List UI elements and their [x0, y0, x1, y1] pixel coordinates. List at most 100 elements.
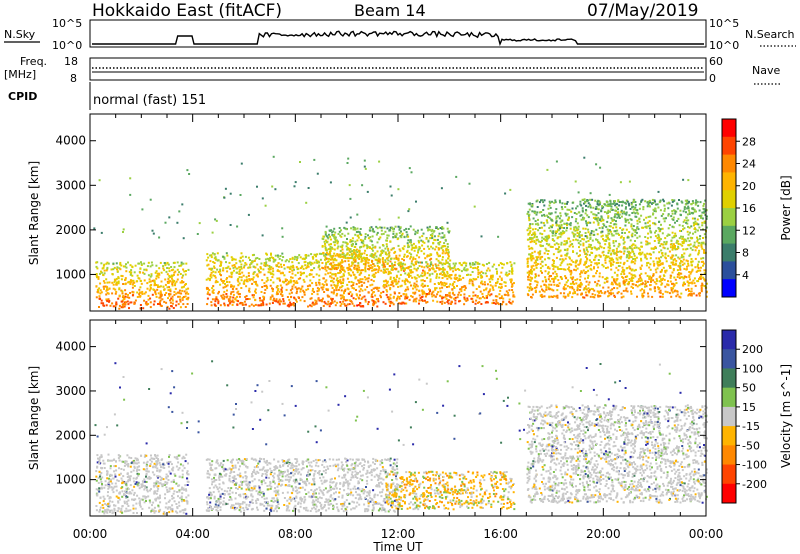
data-cell	[688, 274, 691, 277]
data-cell	[415, 260, 418, 263]
data-cell	[378, 267, 381, 270]
data-cell	[582, 269, 585, 272]
data-cell	[604, 257, 607, 260]
data-cell	[673, 246, 676, 249]
data-cell	[613, 215, 616, 218]
data-cell	[663, 241, 666, 244]
data-cell	[536, 238, 539, 241]
data-cell	[563, 227, 566, 229]
data-cell	[580, 218, 583, 221]
data-cell	[412, 228, 415, 231]
data-cell	[673, 276, 676, 279]
data-cell	[356, 227, 359, 230]
data-cell	[440, 295, 443, 298]
data-cell	[674, 263, 677, 266]
data-cell	[229, 295, 232, 298]
data-cell	[498, 286, 500, 289]
data-cell	[333, 267, 336, 270]
data-cell	[672, 216, 675, 219]
data-cell	[136, 468, 139, 471]
data-cell	[154, 293, 157, 296]
nsky-label: N.Sky	[4, 28, 36, 41]
data-cell	[577, 211, 580, 214]
data-cell	[284, 260, 287, 263]
data-cell	[330, 263, 333, 266]
data-cell	[441, 277, 444, 279]
data-cell	[237, 280, 240, 283]
data-cell	[563, 222, 566, 225]
data-cell	[344, 260, 347, 263]
data-cell	[571, 231, 574, 234]
data-cell	[475, 299, 478, 302]
data-cell	[491, 285, 494, 288]
data-cell	[129, 292, 132, 294]
data-cell	[289, 268, 292, 271]
data-cell	[533, 261, 536, 264]
data-cell	[687, 282, 690, 285]
data-cell	[128, 307, 130, 310]
data-cell	[398, 254, 401, 257]
data-cell	[393, 280, 396, 283]
data-cell	[616, 287, 619, 290]
data-cell	[552, 230, 555, 233]
data-cell	[272, 281, 275, 284]
data-cell	[702, 237, 704, 239]
data-cell	[267, 258, 270, 260]
data-cell	[683, 206, 686, 209]
data-cell	[423, 280, 426, 282]
data-cell	[511, 269, 514, 272]
data-cell	[703, 278, 706, 281]
data-cell	[701, 224, 704, 227]
data-cell	[126, 296, 129, 299]
data-cell	[687, 284, 690, 287]
data-cell	[223, 257, 226, 260]
data-cell	[612, 278, 615, 281]
data-cell	[98, 295, 101, 298]
data-cell	[472, 294, 475, 297]
data-cell	[669, 266, 672, 269]
data-cell	[552, 253, 555, 256]
data-cell	[563, 240, 566, 243]
data-cell	[700, 290, 703, 293]
data-cell	[315, 281, 317, 284]
data-cell	[497, 235, 500, 238]
data-cell	[340, 229, 342, 232]
data-cell	[230, 256, 233, 259]
data-cell	[316, 290, 319, 293]
data-cell	[439, 290, 442, 293]
data-cell	[552, 272, 555, 275]
data-cell	[564, 283, 567, 286]
data-cell	[117, 282, 120, 285]
data-cell	[609, 200, 612, 203]
data-cell	[528, 219, 531, 222]
data-cell	[615, 252, 618, 255]
data-cell	[491, 274, 494, 277]
data-cell	[535, 256, 538, 259]
data-cell	[441, 286, 444, 289]
data-cell	[144, 302, 147, 305]
data-cell	[598, 284, 601, 287]
data-cell	[553, 243, 556, 246]
data-cell	[345, 241, 348, 244]
data-cell	[703, 221, 706, 224]
data-cell	[658, 259, 661, 262]
data-cell	[305, 201, 308, 204]
data-cell	[339, 281, 342, 284]
data-cell	[342, 282, 344, 284]
data-cell	[336, 264, 338, 266]
data-cell	[703, 285, 706, 287]
data-cell	[577, 284, 580, 287]
data-cell	[316, 172, 319, 175]
data-cell	[269, 268, 272, 271]
data-cell	[646, 243, 649, 246]
data-cell	[148, 278, 151, 281]
data-cell	[529, 253, 532, 256]
data-cell	[445, 297, 448, 300]
data-cell	[701, 211, 704, 214]
data-cell	[130, 269, 133, 272]
data-cell	[663, 278, 666, 281]
data-cell	[543, 215, 546, 217]
data-cell	[615, 220, 617, 223]
data-cell	[620, 215, 623, 218]
data-cell	[653, 210, 656, 212]
